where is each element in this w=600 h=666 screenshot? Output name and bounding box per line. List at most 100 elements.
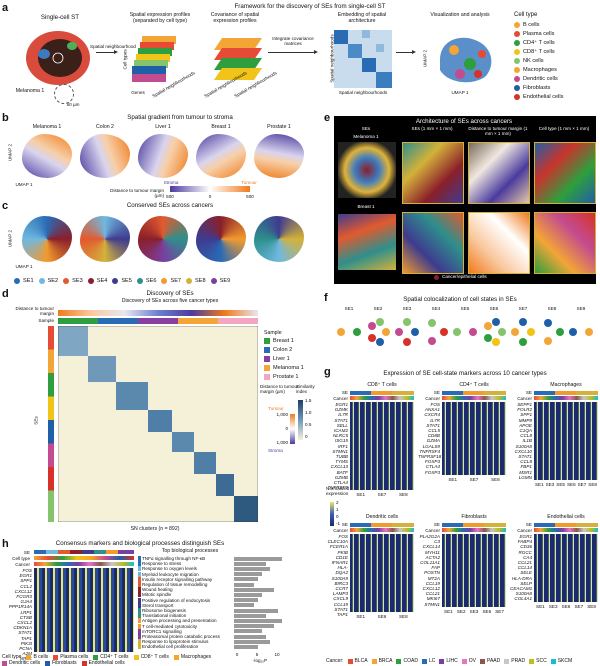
g-gene: BATF <box>336 469 348 475</box>
g-se-bar <box>350 391 414 395</box>
g-gene: SELL <box>336 422 348 428</box>
h-cancer-swatch <box>421 658 427 664</box>
e-mel-dist <box>468 142 530 204</box>
tissue-image <box>24 28 92 88</box>
panel-c-umaps <box>14 212 314 266</box>
g-gene: C3 <box>434 539 440 545</box>
step5-umap1: UMAP 1 <box>451 90 469 95</box>
g-se-ticks: SE1 SE7 SE8 <box>442 477 506 482</box>
b-cb-label: Distance to tumour margin (µm) <box>110 188 164 198</box>
g-gene: TUBB <box>335 454 348 460</box>
g-gene: ANXA1 <box>424 407 440 413</box>
panel-g-title: Expression of SE cell-state markers acro… <box>383 370 547 377</box>
h-celltype-swatch <box>173 654 179 660</box>
h-celltype-item: Dendritic cells <box>2 660 40 666</box>
embedding-matrix <box>334 30 392 88</box>
d-sim-tick-1: 1.0 <box>305 410 312 415</box>
h-cancer-label: PRAD <box>511 658 526 664</box>
legend-swatch <box>514 75 520 82</box>
g-gene: CXCL9 <box>333 596 348 602</box>
h-heatmap <box>34 568 134 652</box>
f-se-label: SE1 <box>344 306 354 311</box>
g-heatmap <box>350 534 414 612</box>
d-sample-item: Liver 1 <box>264 354 322 363</box>
g-gene: FOS <box>338 534 348 539</box>
h-cancer-label: COAD <box>403 658 418 664</box>
h-process-bar <box>234 556 282 561</box>
h-cancer-item: COAD <box>396 658 418 664</box>
h-gene: PIK3I <box>20 640 32 646</box>
h-process-label: Translational initiation <box>142 613 187 619</box>
c-umap <box>196 216 246 262</box>
se-swatch <box>210 277 217 284</box>
g-se-tick: SE1 <box>534 482 544 487</box>
b-sample-title: Breast 1 <box>211 124 231 130</box>
d-sim-colorbar <box>298 400 303 440</box>
f-se-label: SE6 <box>489 306 499 311</box>
h-celltype-item: Fibroblasts <box>45 660 77 666</box>
legend-item: NK cells <box>514 56 598 65</box>
g-se-label: SE <box>525 390 532 395</box>
h-row-cancer: Cancer <box>15 562 30 567</box>
g-heatmap <box>534 534 598 602</box>
g-se-tick: SE2 <box>456 608 466 614</box>
h-celltype-legend-title: Cell type <box>2 654 22 660</box>
arrow-integrate-text: Integrate covariance matrices <box>272 36 314 46</box>
se-swatch <box>38 277 45 284</box>
e-col1: SEs <box>361 126 371 131</box>
h-gene: A2M <box>2 651 32 656</box>
h-cancer-item: SCC <box>529 658 547 664</box>
h-gene: TAP1 <box>20 635 32 641</box>
sample-label: Melanoma 1 <box>15 88 45 94</box>
d-sample-item: Breast 1 <box>264 336 322 345</box>
se-legend-item: SE1 <box>14 276 34 285</box>
h-cancer-swatch <box>529 658 535 664</box>
g-se-bar <box>534 523 598 527</box>
c-umap <box>22 216 72 262</box>
g-se-bar <box>442 391 506 395</box>
g-se-ticks: SE1 SE7 SE8 <box>350 492 414 497</box>
h-process-label: Ribosome biogenesis <box>142 608 186 613</box>
e-caption: Cancer/epithelial cells <box>442 274 487 279</box>
h-process-swatch <box>138 628 141 634</box>
h-process-bar <box>234 566 270 571</box>
se-label: SE8 <box>195 277 206 284</box>
panel-b-title: Spatial gradient from tumour to stroma <box>127 114 233 121</box>
d-sample-label: Melanoma 1 <box>273 364 304 371</box>
e-br-dist <box>468 212 530 274</box>
h-celltype-swatch <box>81 660 87 666</box>
d-ylabel: SEs <box>33 416 39 425</box>
g-gene: CTLA4 <box>333 480 348 486</box>
g-gene-list: PLA2G2A C3 CXCL14 MYH11 ACTA2 COL11A1 FAP POSTN… <box>418 534 440 607</box>
g-gene: POSTN <box>424 570 440 576</box>
f-se-label: SE7 <box>518 306 528 311</box>
g-gene: MYH11 <box>425 549 440 555</box>
g-gene: RGCC <box>518 549 532 555</box>
g-cancer-label: Cancer <box>425 528 440 533</box>
b-umap2: UMAP 2 <box>7 143 13 162</box>
se-swatch <box>136 277 143 284</box>
se-label: SE5 <box>121 277 132 284</box>
h-cancer-label: LIHC <box>446 658 458 664</box>
g-gene: GZMA <box>426 438 440 444</box>
g-gene: STAT1 <box>518 454 532 460</box>
h-celltype-item: Endothelial cells <box>81 660 125 666</box>
b-umap <box>254 134 304 178</box>
h-cancer-label: BLCA <box>354 658 368 664</box>
g-se-tick: SE6 <box>482 608 492 614</box>
g-cancer-label: Cancer <box>517 396 532 401</box>
b-sample-title: Colon 2 <box>96 124 114 130</box>
h-process-label: Insulin receptor signalling pathway <box>142 576 213 582</box>
b-sample-title: Prostate 1 <box>267 124 291 130</box>
se-swatch <box>63 277 70 284</box>
h-gene: FCGR3 <box>16 594 32 600</box>
h-process-bar <box>234 613 266 618</box>
g-colorbar <box>330 502 334 526</box>
f-node <box>492 318 501 327</box>
h-celltype-bar <box>34 556 134 560</box>
d-dist-bottom: Stroma <box>268 448 283 453</box>
g-gene: IL7R <box>338 412 348 418</box>
panel-c-title: Conserved SEs across cancers <box>126 202 214 209</box>
h-process-bar <box>234 618 282 623</box>
g-gene: EGR1 <box>519 534 532 539</box>
